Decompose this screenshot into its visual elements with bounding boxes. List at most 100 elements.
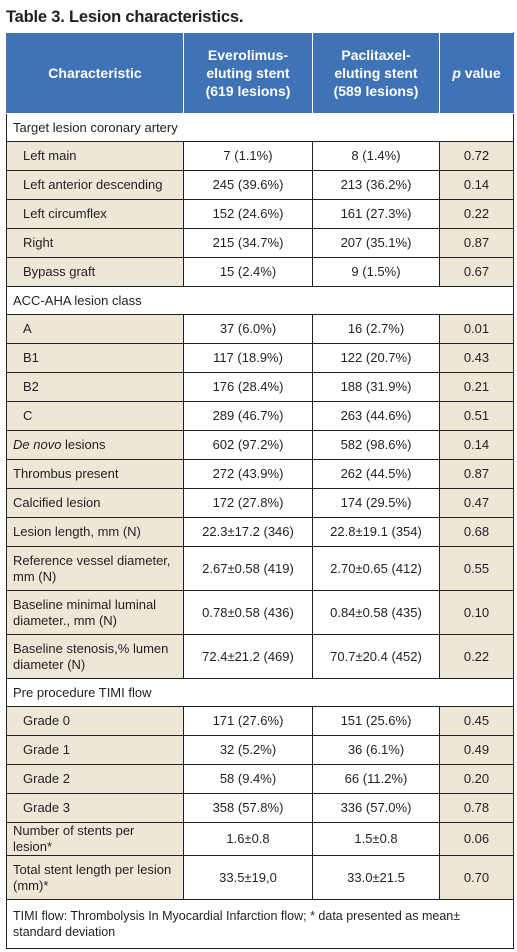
header-paclitaxel-line-2: eluting stent xyxy=(334,65,418,81)
paclitaxel-value: 161 (27.3%) xyxy=(312,199,440,229)
paclitaxel-value: 16 (2.7%) xyxy=(312,314,440,344)
paclitaxel-value: 188 (31.9%) xyxy=(312,372,440,402)
group-label: Pre procedure TIMI flow xyxy=(6,678,514,707)
table-row: A 37 (6.0%) 16 (2.7%) 0.01 xyxy=(6,314,514,344)
p-value: 0.55 xyxy=(439,546,514,591)
row-label: Grade 1 xyxy=(6,735,184,765)
row-label: C xyxy=(6,401,184,431)
paclitaxel-value: 213 (36.2%) xyxy=(312,170,440,200)
paclitaxel-value: 22.8±19.1 (354) xyxy=(312,517,440,547)
table-row: Grade 0 171 (27.6%) 151 (25.6%) 0.45 xyxy=(6,706,514,736)
header-everolimus: Everolimus- eluting stent (619 lesions) xyxy=(183,32,313,114)
group-label: ACC-AHA lesion class xyxy=(6,286,514,315)
everolimus-value: 22.3±17.2 (346) xyxy=(183,517,313,547)
paclitaxel-value: 207 (35.1%) xyxy=(312,228,440,258)
header-paclitaxel: Paclitaxel- eluting stent (589 lesions) xyxy=(312,32,440,114)
table-row: Bypass graft 15 (2.4%) 9 (1.5%) 0.67 xyxy=(6,257,514,287)
p-value: 0.14 xyxy=(439,430,514,460)
everolimus-value: 289 (46.7%) xyxy=(183,401,313,431)
row-label-italic: De novo xyxy=(13,437,62,452)
table-row: Grade 2 58 (9.4%) 66 (11.2%) 0.20 xyxy=(6,764,514,794)
table-row: Right 215 (34.7%) 207 (35.1%) 0.87 xyxy=(6,228,514,258)
table-body: Target lesion coronary artery Left main 7 … xyxy=(6,113,514,900)
row-label: Baseline minimal luminal diameter., mm (… xyxy=(6,590,184,635)
row-label: Left circumflex xyxy=(6,199,184,229)
p-value: 0.78 xyxy=(439,793,514,823)
everolimus-value: 58 (9.4%) xyxy=(183,764,313,794)
row-label: B2 xyxy=(6,372,184,402)
table-row: Left anterior descending 245 (39.6%) 213 (… xyxy=(6,170,514,200)
p-value: 0.06 xyxy=(439,822,514,856)
everolimus-value: 2.67±0.58 (419) xyxy=(183,546,313,591)
p-value: 0.49 xyxy=(439,735,514,765)
paclitaxel-value: 33.0±21.5 xyxy=(312,855,440,900)
paclitaxel-value: 1.5±0.8 xyxy=(312,822,440,856)
paclitaxel-value: 70.7±20.4 (452) xyxy=(312,634,440,679)
row-label: Number of stents per lesion* xyxy=(6,822,184,856)
paclitaxel-value: 8 (1.4%) xyxy=(312,141,440,171)
table-footnote: TIMI flow: Thrombolysis In Myocardial In… xyxy=(6,899,514,949)
row-label: Grade 0 xyxy=(6,706,184,736)
p-value: 0.21 xyxy=(439,372,514,402)
table-row: Number of stents per lesion* 1.6±0.8 1.5±0… xyxy=(6,822,514,856)
header-row: Characteristic Everolimus- eluting stent… xyxy=(6,32,514,114)
header-everolimus-line-2: eluting stent xyxy=(206,65,290,81)
header-p-value: p value xyxy=(439,32,514,114)
row-label: Grade 2 xyxy=(6,764,184,794)
everolimus-value: 33.5±19,0 xyxy=(183,855,313,900)
row-label: Grade 3 xyxy=(6,793,184,823)
row-label: Total stent length per lesion (mm)* xyxy=(6,855,184,900)
header-characteristic: Characteristic xyxy=(6,32,184,114)
row-label: Thrombus present xyxy=(6,459,184,489)
row-label: Right xyxy=(6,228,184,258)
header-paclitaxel-line-3: (589 lesions) xyxy=(333,83,419,99)
p-value: 0.10 xyxy=(439,590,514,635)
table-row: Total stent length per lesion (mm)* 33.5±… xyxy=(6,855,514,900)
table-row: Grade 3 358 (57.8%) 336 (57.0%) 0.78 xyxy=(6,793,514,823)
header-everolimus-line-1: Everolimus- xyxy=(207,47,289,63)
everolimus-value: 117 (18.9%) xyxy=(183,343,313,373)
paclitaxel-value: 582 (98.6%) xyxy=(312,430,440,460)
p-value: 0.87 xyxy=(439,459,514,489)
paclitaxel-value: 263 (44.6%) xyxy=(312,401,440,431)
footnote-row: TIMI flow: Thrombolysis In Myocardial In… xyxy=(6,899,514,949)
p-value: 0.72 xyxy=(439,141,514,171)
everolimus-value: 171 (27.6%) xyxy=(183,706,313,736)
header-paclitaxel-line-1: Paclitaxel- xyxy=(341,47,411,63)
table-row: Grade 1 32 (5.2%) 36 (6.1%) 0.49 xyxy=(6,735,514,765)
table-row: Thrombus present 272 (43.9%) 262 (44.5%) 0.… xyxy=(6,459,514,489)
everolimus-value: 15 (2.4%) xyxy=(183,257,313,287)
row-label: Bypass graft xyxy=(6,257,184,287)
everolimus-value: 602 (97.2%) xyxy=(183,430,313,460)
row-label-rest: lesions xyxy=(61,437,106,452)
everolimus-value: 1.6±0.8 xyxy=(183,822,313,856)
p-value: 0.01 xyxy=(439,314,514,344)
table-row: Baseline minimal luminal diameter., mm (… xyxy=(6,590,514,635)
table-row: Baseline stenosis,% lumen diameter (N) 72… xyxy=(6,634,514,679)
everolimus-value: 272 (43.9%) xyxy=(183,459,313,489)
p-value: 0.51 xyxy=(439,401,514,431)
group-row: ACC-AHA lesion class xyxy=(6,286,514,315)
row-label: De novo lesions xyxy=(6,430,184,460)
paclitaxel-value: 9 (1.5%) xyxy=(312,257,440,287)
table-row: Left circumflex 152 (24.6%) 161 (27.3%) 0.2… xyxy=(6,199,514,229)
p-value: 0.22 xyxy=(439,634,514,679)
everolimus-value: 172 (27.8%) xyxy=(183,488,313,518)
row-label: Calcified lesion xyxy=(6,488,184,518)
everolimus-value: 215 (34.7%) xyxy=(183,228,313,258)
everolimus-value: 152 (24.6%) xyxy=(183,199,313,229)
header-p-italic: p xyxy=(452,65,461,81)
p-value: 0.14 xyxy=(439,170,514,200)
paclitaxel-value: 2.70±0.65 (412) xyxy=(312,546,440,591)
paclitaxel-value: 151 (25.6%) xyxy=(312,706,440,736)
row-label: Left anterior descending xyxy=(6,170,184,200)
table-row: B2 176 (28.4%) 188 (31.9%) 0.21 xyxy=(6,372,514,402)
p-value: 0.68 xyxy=(439,517,514,547)
paclitaxel-value: 336 (57.0%) xyxy=(312,793,440,823)
row-label: Baseline stenosis,% lumen diameter (N) xyxy=(6,634,184,679)
row-label: B1 xyxy=(6,343,184,373)
group-label: Target lesion coronary artery xyxy=(6,113,514,142)
group-row: Pre procedure TIMI flow xyxy=(6,678,514,707)
everolimus-value: 32 (5.2%) xyxy=(183,735,313,765)
